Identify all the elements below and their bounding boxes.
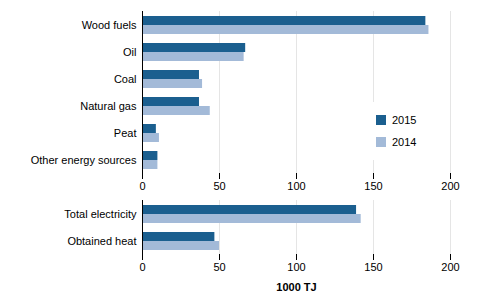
svg-text:0: 0	[139, 180, 145, 192]
svg-text:Obtained heat: Obtained heat	[67, 235, 136, 247]
svg-text:200: 200	[441, 180, 459, 192]
svg-text:Coal: Coal	[114, 73, 137, 85]
svg-text:Natural gas: Natural gas	[80, 100, 137, 112]
svg-text:Peat: Peat	[114, 127, 137, 139]
svg-text:1000 TJ: 1000 TJ	[276, 281, 316, 293]
html-text:2015: 2015	[392, 114, 417, 126]
svg-text:100: 100	[287, 261, 305, 273]
svg-text:0: 0	[139, 261, 145, 273]
svg-text:100: 100	[287, 180, 305, 192]
html-text:2014: 2014	[392, 136, 417, 148]
svg-text:150: 150	[364, 180, 382, 192]
svg-text:200: 200	[441, 261, 459, 273]
svg-text:50: 50	[213, 261, 225, 273]
svg-text:Total electricity: Total electricity	[64, 208, 137, 220]
svg-text:Wood fuels: Wood fuels	[82, 19, 137, 31]
svg-text:Other energy sources: Other energy sources	[31, 154, 137, 166]
svg-text:150: 150	[364, 261, 382, 273]
svg-text:50: 50	[213, 180, 225, 192]
svg-text:Oil: Oil	[123, 46, 136, 58]
